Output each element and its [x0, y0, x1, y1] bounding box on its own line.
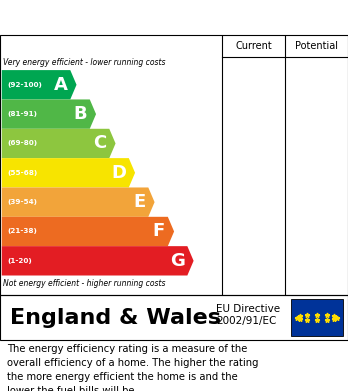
- Text: E: E: [133, 193, 145, 211]
- Text: G: G: [170, 252, 184, 270]
- Polygon shape: [2, 129, 116, 158]
- Text: (1-20): (1-20): [7, 258, 32, 264]
- Text: C: C: [93, 135, 106, 152]
- Text: (55-68): (55-68): [7, 170, 37, 176]
- Bar: [291, 299, 343, 336]
- Polygon shape: [2, 99, 96, 129]
- Text: The energy efficiency rating is a measure of the
overall efficiency of a home. T: The energy efficiency rating is a measur…: [7, 344, 259, 391]
- Text: (92-100): (92-100): [7, 82, 42, 88]
- Text: 83: 83: [257, 108, 274, 120]
- Polygon shape: [305, 102, 331, 126]
- Text: A: A: [54, 76, 68, 94]
- Text: England & Wales: England & Wales: [10, 307, 221, 328]
- Text: B: B: [73, 105, 87, 123]
- Text: (69-80): (69-80): [7, 140, 37, 147]
- Text: (21-38): (21-38): [7, 228, 37, 235]
- Text: Not energy efficient - higher running costs: Not energy efficient - higher running co…: [3, 279, 166, 288]
- Text: F: F: [153, 222, 165, 240]
- Text: (81-91): (81-91): [7, 111, 37, 117]
- Polygon shape: [2, 187, 155, 217]
- Polygon shape: [242, 102, 268, 126]
- Text: (39-54): (39-54): [7, 199, 37, 205]
- Polygon shape: [2, 217, 174, 246]
- Polygon shape: [2, 246, 193, 276]
- Text: Energy Efficiency Rating: Energy Efficiency Rating: [10, 10, 220, 25]
- Polygon shape: [2, 70, 77, 99]
- Text: D: D: [111, 164, 126, 182]
- Text: Very energy efficient - lower running costs: Very energy efficient - lower running co…: [3, 58, 166, 67]
- Text: 83: 83: [319, 108, 337, 120]
- Text: EU Directive
2002/91/EC: EU Directive 2002/91/EC: [216, 305, 280, 326]
- Polygon shape: [2, 158, 135, 187]
- Text: Current: Current: [235, 41, 272, 51]
- Text: Potential: Potential: [295, 41, 338, 51]
